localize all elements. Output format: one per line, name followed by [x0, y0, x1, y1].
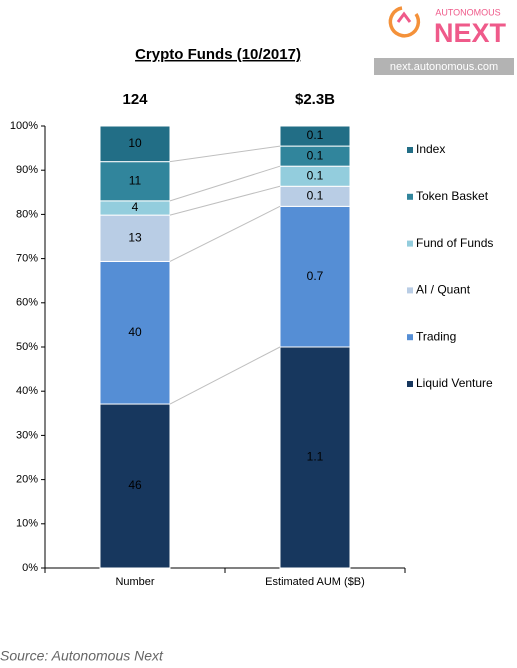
data-label: 0.7: [307, 269, 324, 283]
connector: [169, 185, 281, 216]
bar-segment: [279, 346, 351, 569]
y-tick-label: 30%: [16, 429, 38, 441]
data-label: 1.1: [307, 450, 324, 464]
data-label: 40: [128, 325, 142, 339]
legend-swatch: [407, 240, 413, 247]
y-tick-label: 60%: [16, 297, 38, 309]
legend-label: Liquid Venture: [416, 376, 493, 390]
y-tick-label: 100%: [10, 120, 38, 132]
bar-segment: [279, 205, 351, 348]
data-label: 0.1: [307, 148, 324, 162]
y-tick-label: 10%: [16, 518, 38, 530]
y-tick-label: 50%: [16, 341, 38, 353]
data-label: 11: [129, 173, 142, 187]
legend-swatch: [407, 381, 413, 387]
logo-small: AUTONOMOUS: [435, 7, 500, 17]
logo: AUTONOMOUS NEXT next.autonomous.com: [374, 6, 514, 75]
legend-label: Index: [416, 142, 445, 156]
data-label: 0.1: [307, 188, 324, 202]
y-tick-label: 80%: [16, 208, 38, 220]
y-tick-label: 40%: [16, 385, 38, 397]
x-tick-label: Number: [115, 576, 154, 588]
total-label: 124: [122, 91, 148, 108]
data-label: 4: [132, 200, 139, 214]
bar-segment: [279, 125, 351, 147]
logo-url: next.autonomous.com: [390, 61, 498, 73]
legend-label: Fund of Funds: [416, 236, 493, 250]
legend-swatch: [407, 147, 413, 153]
logo-big: NEXT: [434, 18, 507, 48]
bar-segment: [99, 403, 171, 569]
y-tick-label: 0%: [22, 562, 38, 574]
connector: [169, 145, 281, 163]
legend-swatch: [407, 334, 413, 341]
bar-segment: [99, 214, 171, 262]
logo-url-box: [374, 58, 514, 75]
total-label: $2.3B: [295, 91, 335, 108]
data-label: 46: [128, 478, 142, 492]
bar-segment: [99, 260, 171, 405]
data-label: 0.1: [307, 128, 324, 142]
legend-swatch: [407, 193, 413, 200]
logo-arrow: [396, 11, 412, 23]
legend-label: AI / Quant: [416, 283, 471, 297]
data-label: 10: [128, 136, 142, 150]
y-tick-label: 70%: [16, 253, 38, 265]
bar-segment: [99, 161, 171, 202]
connector: [169, 165, 281, 202]
source: Source: Autonomous Next: [0, 648, 164, 664]
connector: [169, 346, 281, 405]
data-label: 0.1: [307, 168, 324, 182]
bar-segment: [99, 125, 171, 163]
data-label: 13: [128, 230, 142, 244]
connector: [169, 205, 281, 262]
y-tick-label: 90%: [16, 164, 38, 176]
legend-label: Token Basket: [416, 189, 489, 203]
x-tick-label: Estimated AUM ($B): [265, 576, 365, 588]
chart-title: Crypto Funds (10/2017): [135, 46, 301, 63]
y-tick-label: 20%: [16, 474, 38, 486]
legend-label: Trading: [416, 329, 456, 343]
logo-icon: [388, 6, 421, 38]
legend-swatch: [407, 287, 413, 294]
